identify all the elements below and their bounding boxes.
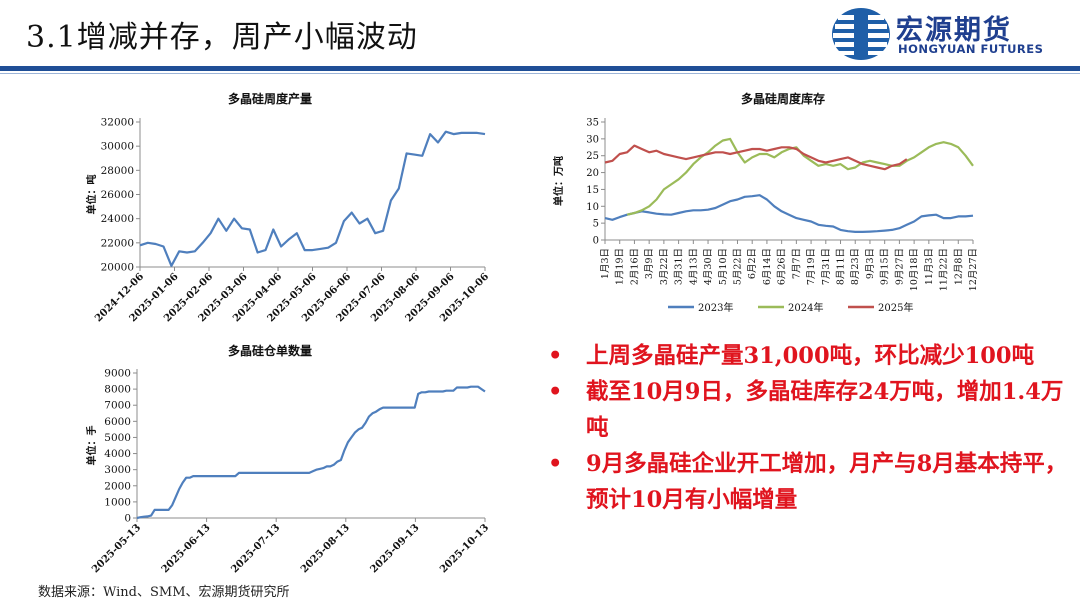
company-logo: 宏源期货 HONGYUAN FUTURES (830, 6, 1070, 62)
header-divider (0, 66, 1080, 71)
y-tick-label: 35 (586, 118, 599, 129)
x-tick-label: 11月3日 (924, 248, 935, 285)
x-tick-label: 4月30日 (703, 248, 714, 285)
x-tick-label: 1月19日 (615, 248, 626, 285)
x-tick-label: 7月19日 (806, 248, 817, 285)
key-points-list: • 上周多晶硅产量31,000吨，环比减少100吨 • 截至10月9日，多晶硅库… (548, 338, 1068, 518)
x-tick-label: 8月23日 (850, 248, 861, 285)
y-tick-label: 9000 (104, 368, 131, 380)
y-tick-label: 30 (586, 134, 599, 145)
key-point: • 上周多晶硅产量31,000吨，环比减少100吨 (548, 338, 1068, 374)
x-tick-label: 8月11日 (836, 248, 847, 285)
y-tick-label: 22000 (101, 237, 134, 249)
x-tick-label: 2025-05-13 (90, 522, 143, 575)
legend-label: 2024年 (788, 301, 823, 314)
y-tick-label: 28000 (101, 165, 134, 177)
y-tick-label: 0 (593, 236, 599, 247)
y-tick-label: 20000 (101, 262, 134, 274)
y-tick-label: 0 (124, 513, 131, 525)
y-tick-label: 4000 (104, 448, 131, 460)
key-point-text: 9月多晶硅企业开工增加，月产与8月基本持平，预计10月有小幅增量 (586, 451, 1068, 513)
x-tick-label: 10月18日 (909, 248, 920, 291)
x-tick-label: 1月3日 (600, 248, 611, 279)
y-tick-label: 24000 (101, 213, 134, 225)
x-tick-label: 5月10日 (718, 248, 729, 285)
slide-header: 3.1增减并存，周产小幅波动 宏源期货 HONGYUAN FUTURES (0, 0, 1080, 74)
y-axis-label: 单位：手 (85, 426, 98, 466)
legend-label: 2023年 (698, 301, 733, 314)
x-tick-label: 2025-08-13 (299, 522, 352, 575)
y-tick-label: 1000 (104, 496, 131, 508)
page-title: 3.1增减并存，周产小幅波动 (26, 20, 418, 55)
y-tick-label: 32000 (101, 117, 134, 129)
bullet-marker: • (548, 343, 563, 369)
y-tick-label: 30000 (101, 141, 134, 153)
x-tick-label: 3月22日 (659, 248, 670, 285)
key-point: • 9月多晶硅企业开工增加，月产与8月基本持平，预计10月有小幅增量 (548, 446, 1068, 518)
x-tick-label: 2025-06-13 (160, 522, 213, 575)
y-tick-label: 10 (586, 202, 599, 213)
chart-title: 多晶硅周度库存 (741, 91, 825, 106)
x-tick-label: 6月26日 (777, 248, 788, 285)
x-tick-label: 2025-09-13 (369, 522, 422, 575)
data-source-note: 数据来源：Wind、SMM、宏源期货研究所 (38, 585, 290, 600)
y-tick-label: 25 (586, 151, 599, 162)
x-tick-label: 11月22日 (939, 248, 950, 291)
key-point-text: 上周多晶硅产量31,000吨，环比减少100吨 (586, 343, 1035, 369)
series-line-main (139, 130, 486, 267)
legend-label: 2025年 (878, 301, 913, 314)
y-tick-label: 26000 (101, 189, 134, 201)
x-tick-label: 12月8日 (953, 248, 964, 285)
y-tick-label: 8000 (104, 384, 131, 396)
logo-emblem-icon (832, 8, 890, 60)
x-tick-label: 6月14日 (762, 248, 773, 285)
x-tick-label: 9月27日 (894, 248, 905, 285)
header-divider-thin (0, 73, 1080, 74)
x-tick-label: 7月7日 (791, 248, 802, 279)
logo-name-en: HONGYUAN FUTURES (898, 42, 1044, 56)
y-tick-label: 3000 (104, 464, 131, 476)
x-tick-label: 3月9日 (644, 248, 655, 279)
logo-name-cn: 宏源期货 (896, 15, 1012, 46)
x-tick-label: 2025-07-13 (229, 522, 282, 575)
y-tick-label: 5 (593, 219, 599, 230)
key-point: • 截至10月9日，多晶硅库存24万吨，增加1.4万吨 (548, 374, 1068, 446)
x-tick-label: 7月31日 (821, 248, 832, 285)
y-tick-label: 6000 (104, 416, 131, 428)
y-tick-label: 5000 (104, 432, 131, 444)
x-tick-label: 5月22日 (732, 248, 743, 285)
y-tick-label: 7000 (104, 400, 131, 412)
y-axis-label: 单位：万吨 (552, 156, 565, 206)
x-tick-label: 2025-10-13 (438, 522, 491, 575)
x-tick-label: 4月13日 (688, 248, 699, 285)
y-tick-label: 2000 (104, 480, 131, 492)
bullet-marker: • (548, 379, 563, 405)
x-tick-label: 12月27日 (968, 248, 979, 291)
series-line-main (136, 385, 486, 520)
x-tick-label: 2月16日 (629, 248, 640, 285)
series-line-2025年 (604, 144, 908, 171)
y-axis-label: 单位：吨 (85, 175, 98, 215)
chart-title: 多晶硅仓单数量 (228, 343, 312, 358)
series-line-2023年 (604, 194, 974, 233)
key-point-text: 截至10月9日，多晶硅库存24万吨，增加1.4万吨 (586, 379, 1064, 441)
x-tick-label: 3月31日 (674, 248, 685, 285)
y-tick-label: 15 (586, 185, 599, 196)
x-tick-label: 9月3日 (865, 248, 876, 279)
x-tick-label: 6月2日 (747, 248, 758, 279)
bullet-marker: • (548, 451, 563, 477)
y-tick-label: 20 (586, 168, 599, 179)
chart-title: 多晶硅周度产量 (228, 91, 312, 106)
x-tick-label: 9月15日 (880, 248, 891, 285)
